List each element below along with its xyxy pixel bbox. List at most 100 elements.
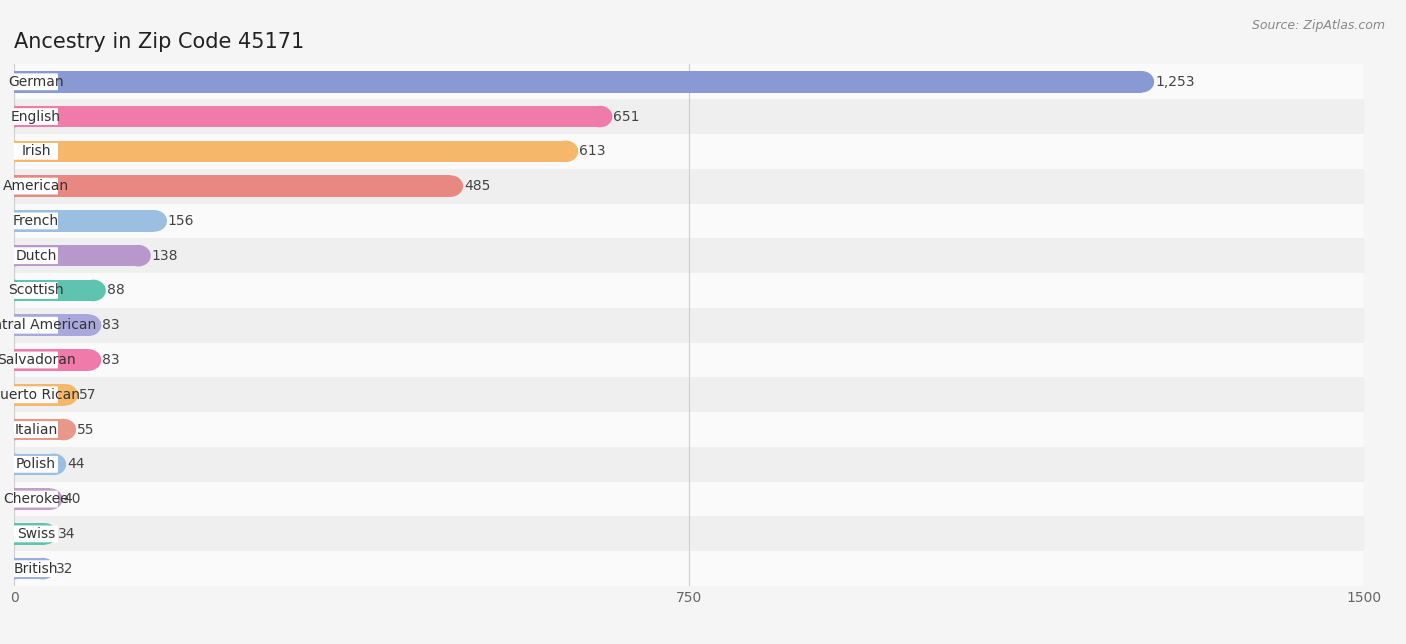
Ellipse shape [553, 140, 578, 162]
Text: 57: 57 [79, 388, 97, 402]
Ellipse shape [1, 349, 27, 371]
Text: Italian: Italian [14, 422, 58, 437]
Text: 34: 34 [58, 527, 76, 541]
Text: 485: 485 [464, 179, 491, 193]
Text: 613: 613 [579, 144, 606, 158]
Bar [14, 419, 63, 440]
FancyBboxPatch shape [14, 482, 1364, 516]
Text: English: English [11, 109, 60, 124]
FancyBboxPatch shape [0, 317, 58, 334]
Ellipse shape [76, 314, 101, 336]
Ellipse shape [437, 175, 463, 197]
Ellipse shape [1, 558, 27, 580]
FancyBboxPatch shape [0, 456, 58, 473]
Text: Central American: Central American [0, 318, 97, 332]
Bar [14, 488, 51, 510]
Ellipse shape [1, 279, 27, 301]
FancyBboxPatch shape [14, 377, 1364, 412]
Ellipse shape [1, 419, 27, 440]
Text: 40: 40 [63, 492, 82, 506]
FancyBboxPatch shape [14, 343, 1364, 377]
Text: Cherokee: Cherokee [3, 492, 69, 506]
Bar [14, 523, 45, 545]
Text: 83: 83 [103, 318, 120, 332]
FancyBboxPatch shape [0, 108, 58, 125]
Text: 138: 138 [152, 249, 179, 263]
Text: British: British [14, 562, 58, 576]
Text: Swiss: Swiss [17, 527, 55, 541]
Text: Dutch: Dutch [15, 249, 56, 263]
FancyBboxPatch shape [14, 412, 1364, 447]
FancyBboxPatch shape [0, 560, 58, 577]
FancyBboxPatch shape [0, 143, 58, 160]
Bar [14, 314, 89, 336]
FancyBboxPatch shape [0, 352, 58, 368]
Bar [14, 279, 93, 301]
Ellipse shape [1, 453, 27, 475]
Text: Ancestry in Zip Code 45171: Ancestry in Zip Code 45171 [14, 32, 304, 52]
Ellipse shape [76, 349, 101, 371]
Ellipse shape [1, 71, 27, 93]
Text: 156: 156 [167, 214, 194, 228]
FancyBboxPatch shape [0, 526, 58, 542]
FancyBboxPatch shape [0, 491, 58, 507]
FancyBboxPatch shape [14, 551, 1364, 586]
Ellipse shape [125, 245, 150, 267]
Bar [14, 558, 42, 580]
FancyBboxPatch shape [0, 282, 58, 299]
Ellipse shape [32, 523, 58, 545]
Ellipse shape [1129, 71, 1154, 93]
Text: 32: 32 [56, 562, 75, 576]
Bar [14, 245, 138, 267]
Ellipse shape [41, 453, 66, 475]
Bar [14, 106, 600, 128]
FancyBboxPatch shape [14, 169, 1364, 204]
Text: French: French [13, 214, 59, 228]
Text: 44: 44 [67, 457, 84, 471]
Text: Polish: Polish [15, 457, 56, 471]
Ellipse shape [80, 279, 105, 301]
Text: Scottish: Scottish [8, 283, 63, 298]
Ellipse shape [588, 106, 613, 128]
FancyBboxPatch shape [0, 421, 58, 438]
Ellipse shape [1, 245, 27, 267]
Text: 88: 88 [107, 283, 125, 298]
Ellipse shape [1, 384, 27, 406]
Ellipse shape [1, 106, 27, 128]
Bar [14, 71, 1142, 93]
Text: 651: 651 [613, 109, 640, 124]
Text: 1,253: 1,253 [1156, 75, 1195, 89]
Ellipse shape [142, 210, 167, 232]
FancyBboxPatch shape [0, 213, 58, 229]
FancyBboxPatch shape [14, 273, 1364, 308]
Bar [14, 175, 450, 197]
Bar [14, 384, 65, 406]
Text: Puerto Rican: Puerto Rican [0, 388, 80, 402]
Ellipse shape [31, 558, 55, 580]
Ellipse shape [1, 488, 27, 510]
FancyBboxPatch shape [0, 247, 58, 264]
Text: Irish: Irish [21, 144, 51, 158]
Text: American: American [3, 179, 69, 193]
Bar [14, 140, 565, 162]
Text: Salvadoran: Salvadoran [0, 353, 76, 367]
Ellipse shape [51, 419, 76, 440]
Ellipse shape [1, 140, 27, 162]
Ellipse shape [1, 523, 27, 545]
Text: German: German [8, 75, 63, 89]
FancyBboxPatch shape [14, 64, 1364, 99]
FancyBboxPatch shape [14, 238, 1364, 273]
FancyBboxPatch shape [0, 178, 58, 194]
FancyBboxPatch shape [0, 386, 58, 403]
Ellipse shape [53, 384, 77, 406]
Bar [14, 453, 53, 475]
Ellipse shape [38, 488, 63, 510]
Bar [14, 210, 155, 232]
Text: 55: 55 [77, 422, 94, 437]
Text: Source: ZipAtlas.com: Source: ZipAtlas.com [1251, 19, 1385, 32]
Ellipse shape [1, 210, 27, 232]
Text: 83: 83 [103, 353, 120, 367]
Ellipse shape [1, 175, 27, 197]
FancyBboxPatch shape [14, 204, 1364, 238]
FancyBboxPatch shape [0, 73, 58, 90]
